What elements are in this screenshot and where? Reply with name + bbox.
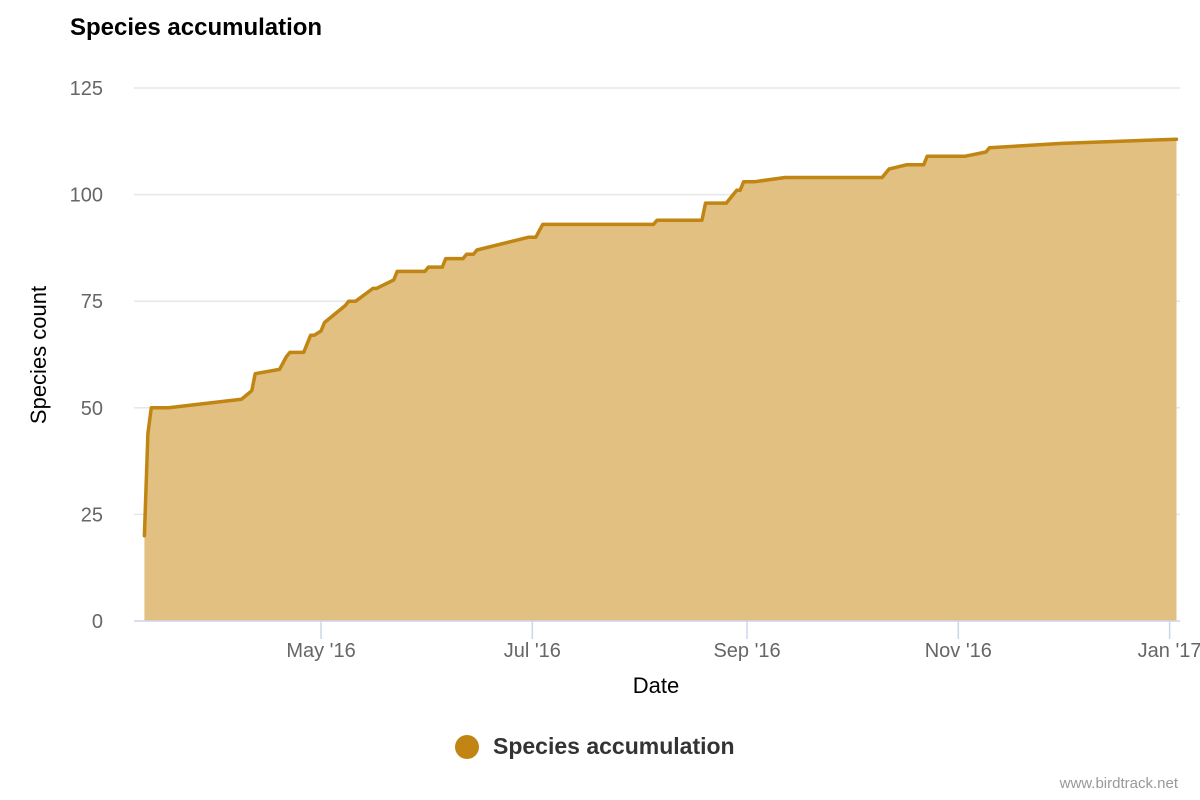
legend-label: Species accumulation	[493, 733, 735, 759]
y-axis-title: Species count	[26, 286, 51, 424]
x-tick-label: Sep '16	[713, 640, 780, 662]
chart-title: Species accumulation	[70, 14, 323, 41]
y-tick-label: 0	[92, 611, 103, 633]
credits-link[interactable]: www.birdtrack.net	[1059, 775, 1178, 792]
x-tick-label: Jul '16	[504, 640, 561, 662]
legend-item[interactable]: Species accumulation	[455, 733, 735, 760]
y-tick-label: 100	[70, 185, 103, 207]
x-tick-label: Jan '17	[1138, 640, 1200, 662]
series-line[interactable]	[142, 137, 1179, 538]
series-area	[144, 139, 1177, 621]
x-tick-label: May '16	[286, 640, 355, 662]
y-tick-label: 125	[70, 78, 103, 100]
y-tick-label: 25	[81, 504, 103, 526]
y-tick-label: 50	[81, 398, 103, 420]
y-axis-ticks: 0 25 50 75 100 125	[70, 78, 103, 633]
x-tick-label: Nov '16	[925, 640, 992, 662]
legend-marker-icon	[455, 734, 479, 759]
x-axis: May '16 Jul '16 Sep '16 Nov '16 Jan '17	[134, 620, 1200, 662]
y-tick-label: 75	[81, 291, 103, 313]
x-axis-title: Date	[633, 673, 679, 698]
